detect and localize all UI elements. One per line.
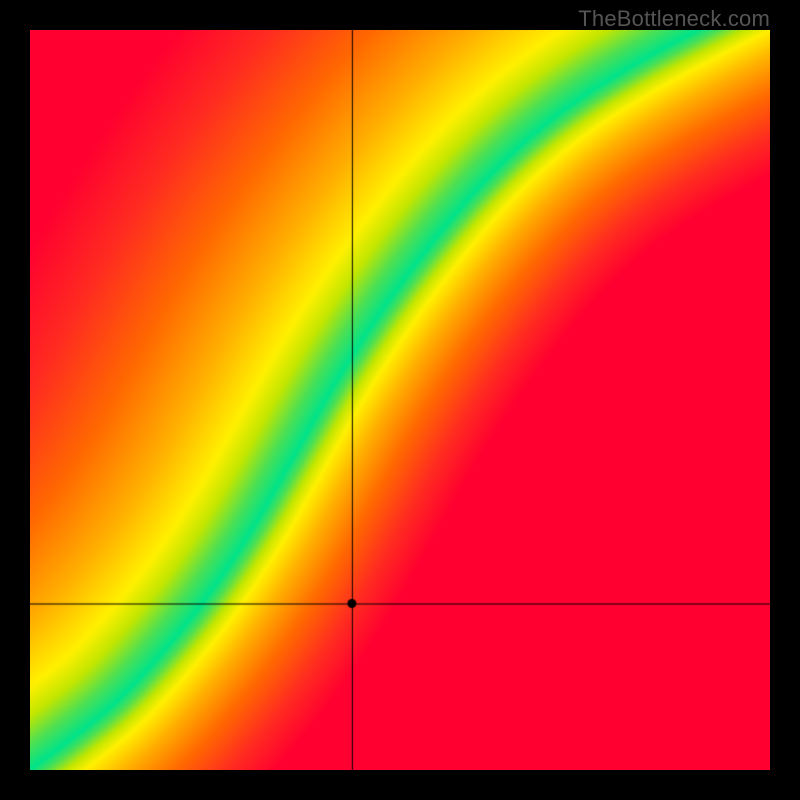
watermark-text: TheBottleneck.com (578, 6, 770, 32)
crosshair-overlay (30, 30, 770, 770)
